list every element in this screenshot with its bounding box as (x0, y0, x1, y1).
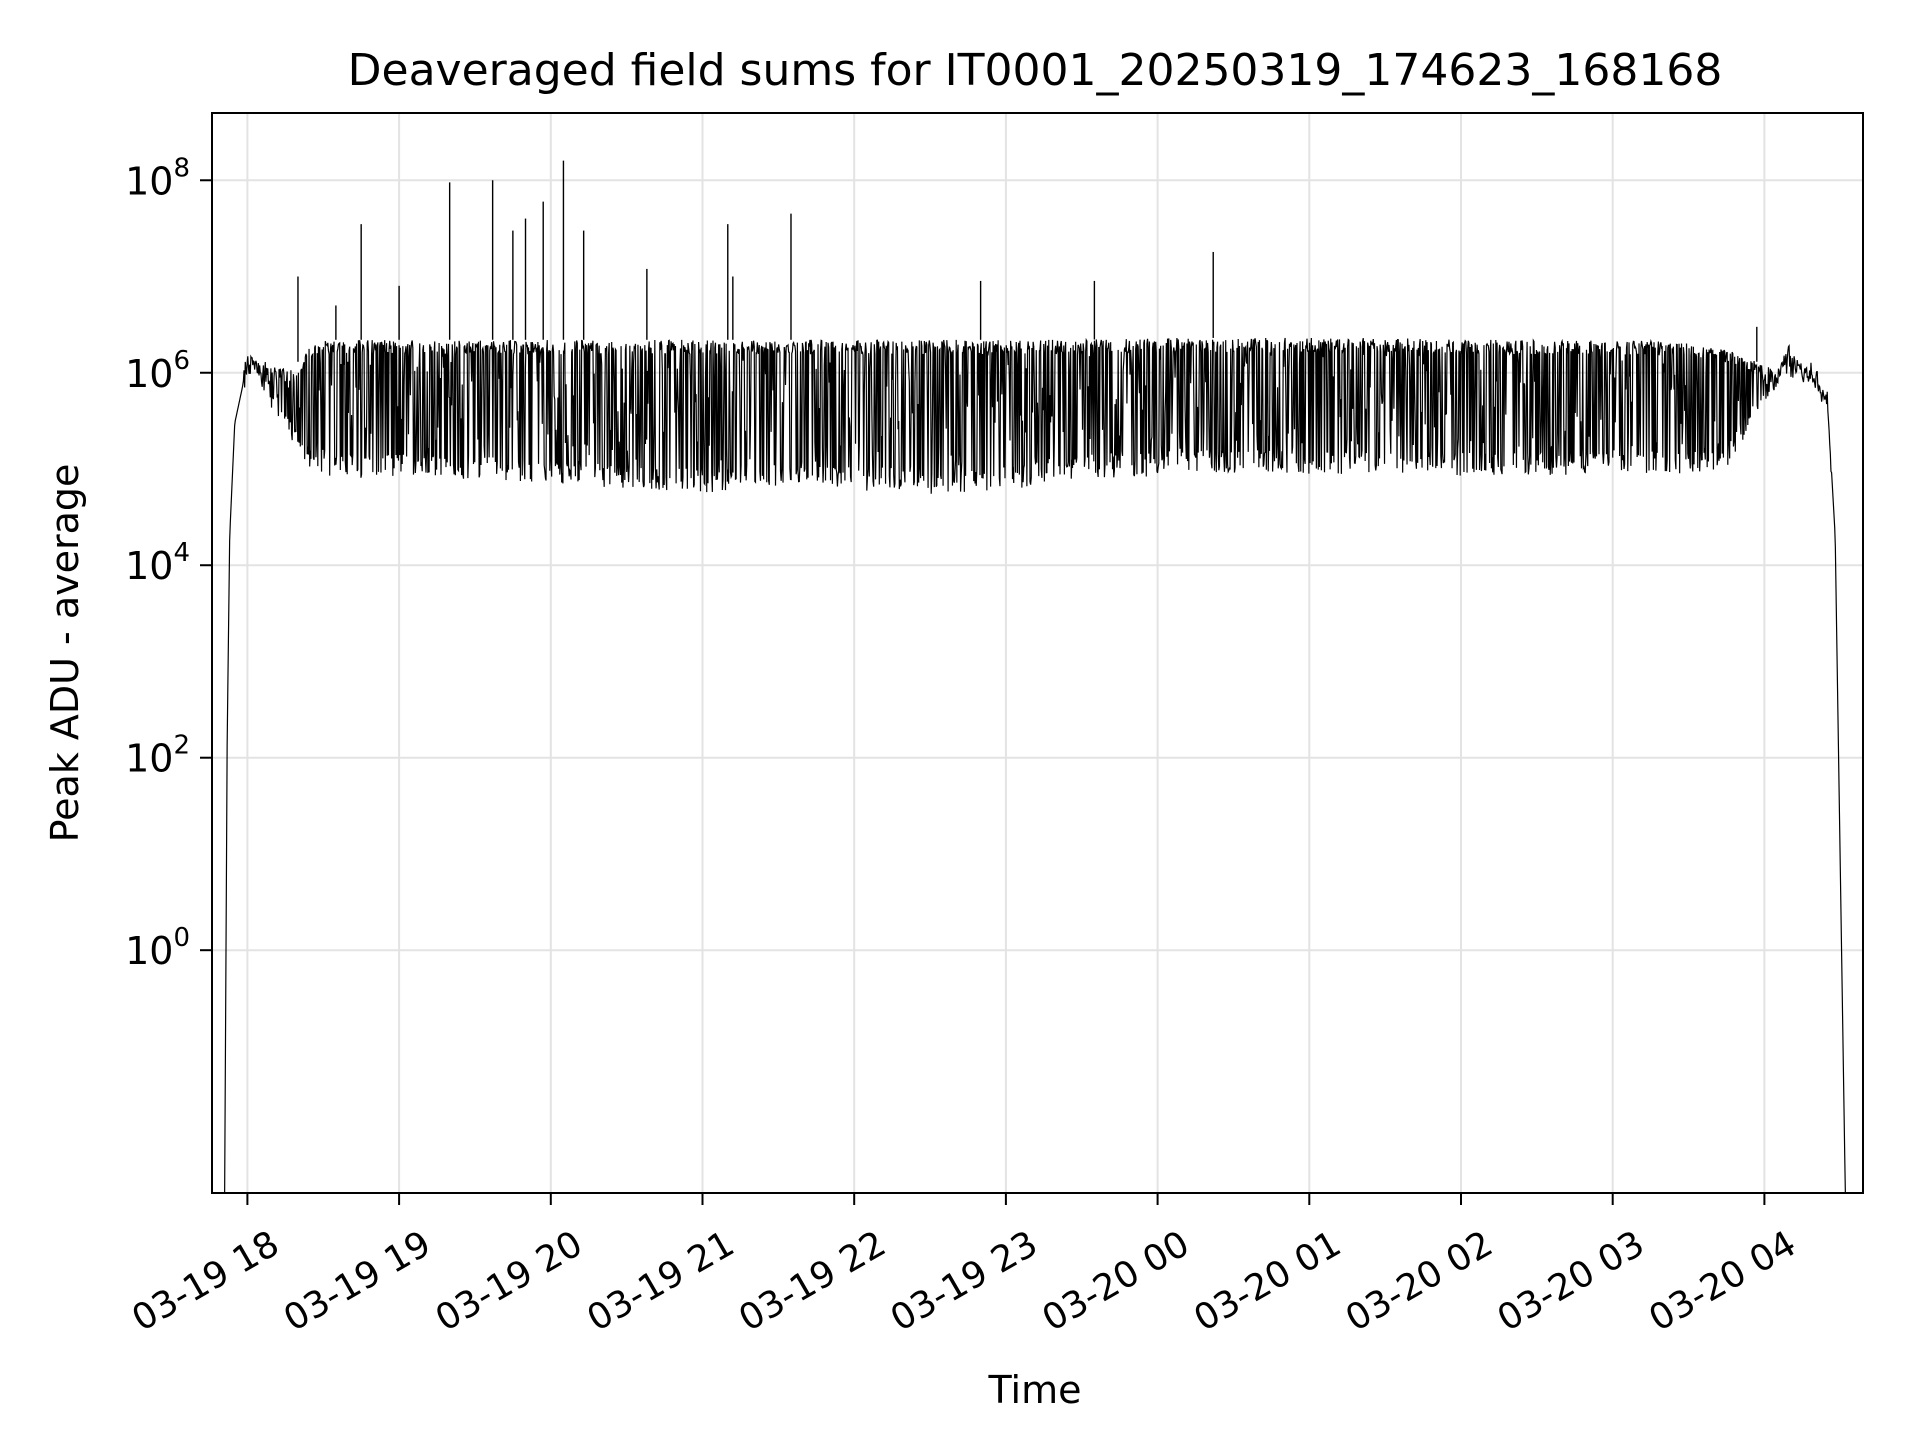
series-group (224, 160, 1851, 1194)
series-line (224, 337, 1851, 1194)
y-axis: 100 102 104 106 108 (125, 153, 212, 973)
grid (212, 113, 1863, 1193)
y-tick-label: 106 (125, 346, 190, 396)
plot-area-frame (211, 112, 1864, 1194)
y-tick-label: 100 (125, 923, 190, 973)
chart-title: Deaveraged field sums for IT0001_2025031… (348, 45, 1723, 96)
x-axis-label: Time (988, 1368, 1082, 1412)
y-axis-label: Peak ADU - average (43, 464, 87, 843)
y-tick-label: 108 (125, 153, 190, 203)
y-tick-label: 104 (125, 538, 190, 588)
y-tick-label: 102 (125, 731, 190, 781)
